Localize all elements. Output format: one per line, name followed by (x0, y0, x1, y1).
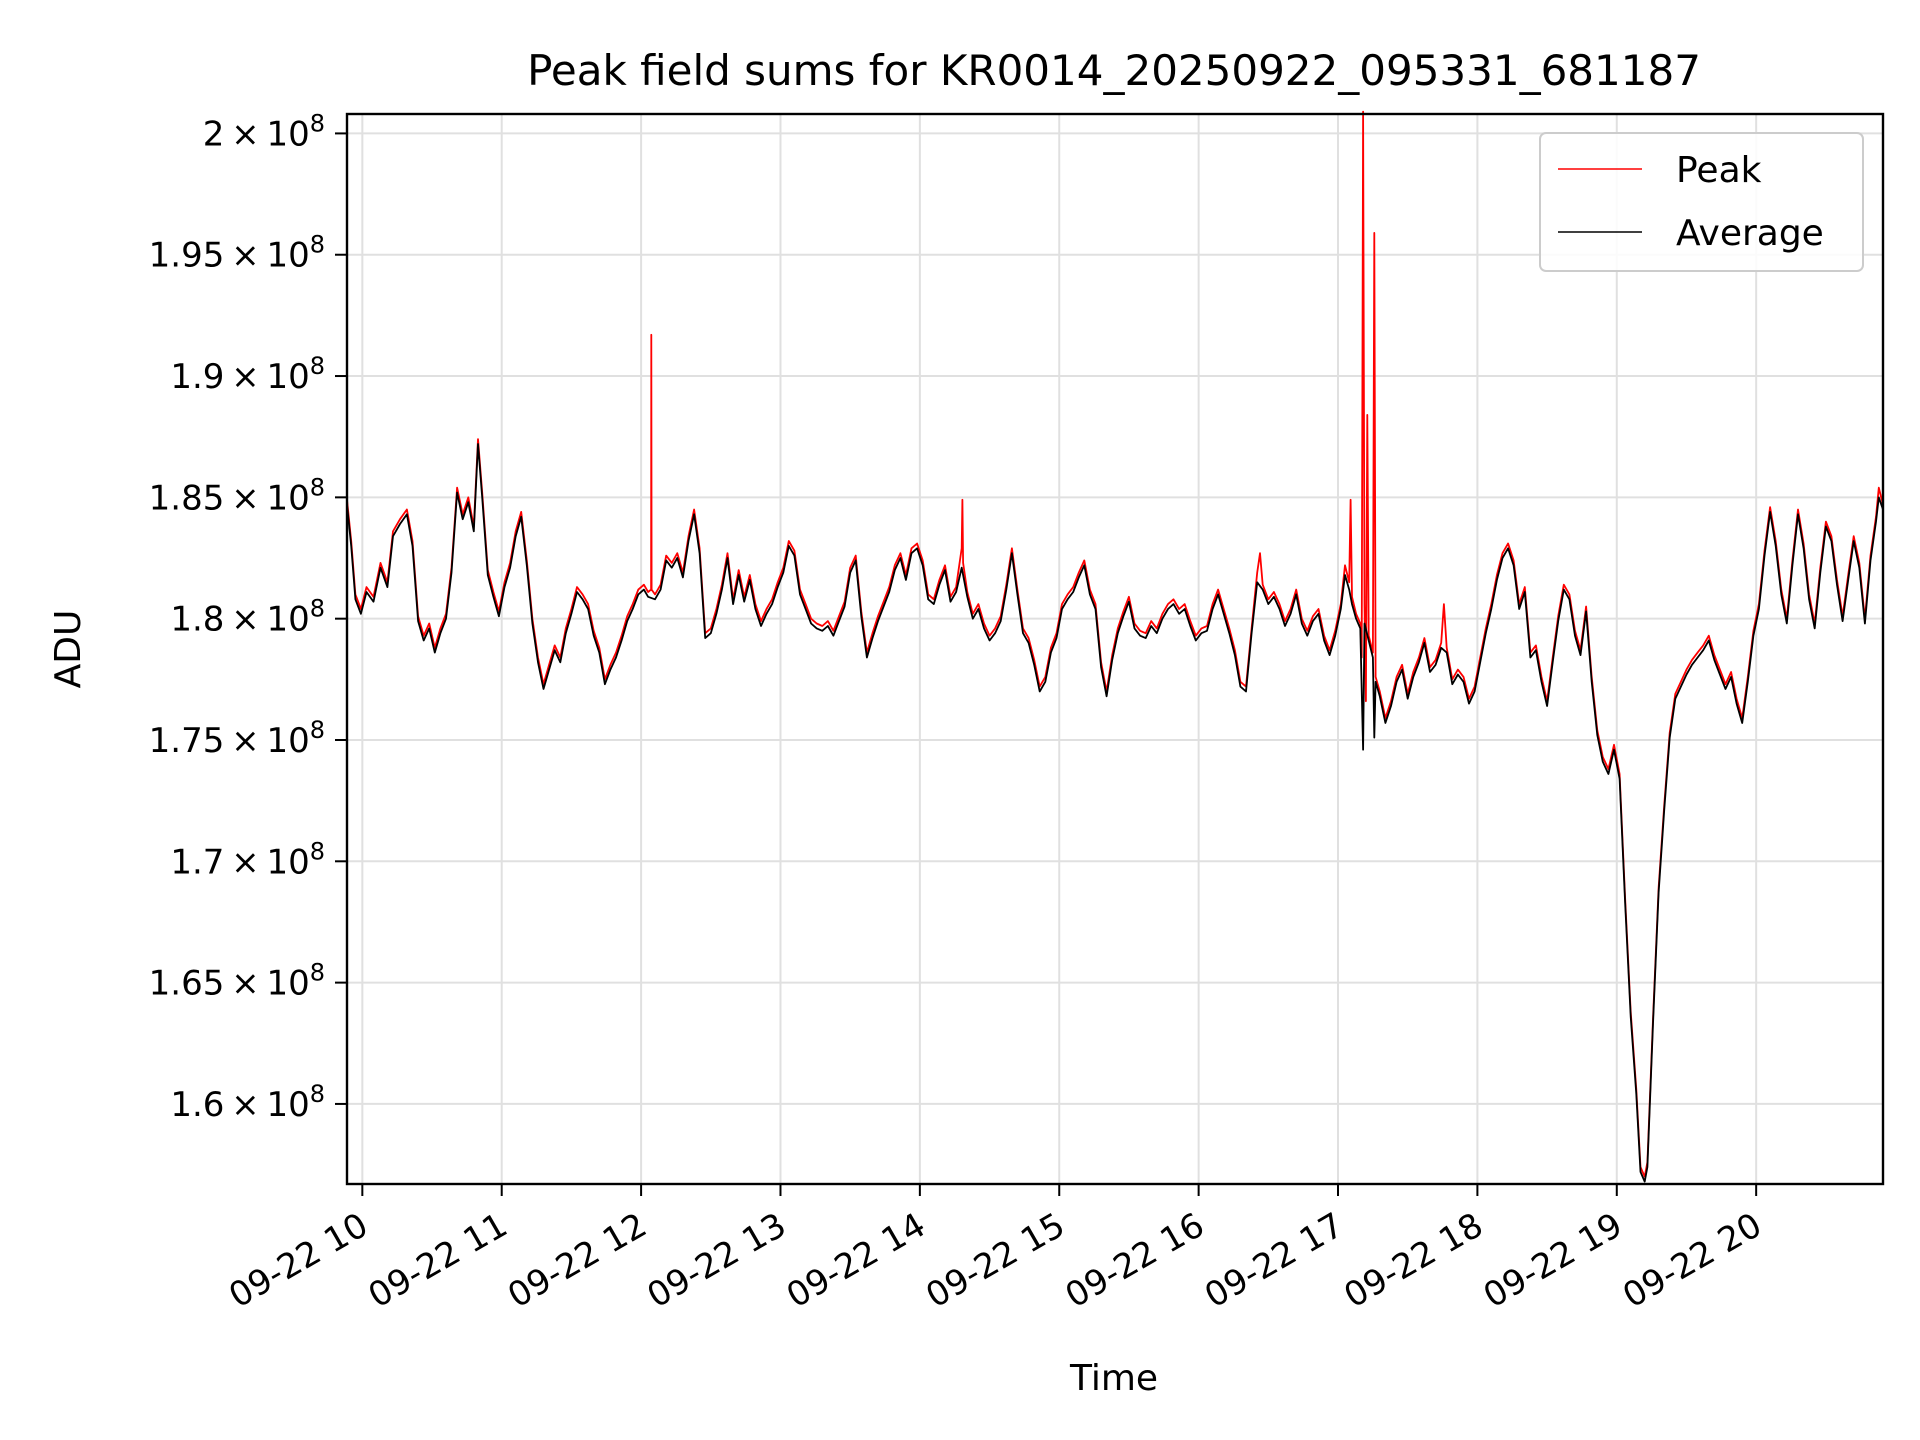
y-tick-label: 1.65 × 108 (149, 959, 325, 1004)
y-axis-ticks: 1.6 × 108 1.65 × 108 1.7 × 108 1.75 × 108 1.… (149, 109, 347, 1125)
series-layer (346, 110, 1884, 1183)
y-tick-label: 1.85 × 108 (149, 473, 325, 518)
plot-frame (345, 112, 1885, 1186)
y-tick-label: 1.6 × 108 (170, 1080, 325, 1125)
legend: Peak Average (1539, 132, 1864, 272)
series-line-average (346, 443, 1884, 1183)
y-tick-label: 1.95 × 108 (149, 231, 325, 276)
legend-label-average: Average (1676, 213, 1824, 254)
y-tick-label: 1.9 × 108 (170, 352, 325, 397)
legend-box (1539, 132, 1864, 272)
y-tick-label: 2 × 108 (203, 109, 325, 154)
chart-title: Peak field sums for KR0014_20250922_0953… (527, 46, 1701, 95)
x-axis-label: Time (1069, 1358, 1158, 1399)
y-tick-label: 1.7 × 108 (170, 837, 325, 882)
y-tick-label: 1.75 × 108 (149, 716, 325, 761)
y-axis-label: ADU (48, 610, 89, 689)
y-tick-label: 1.8 × 108 (170, 595, 325, 640)
legend-label-peak: Peak (1676, 150, 1762, 191)
